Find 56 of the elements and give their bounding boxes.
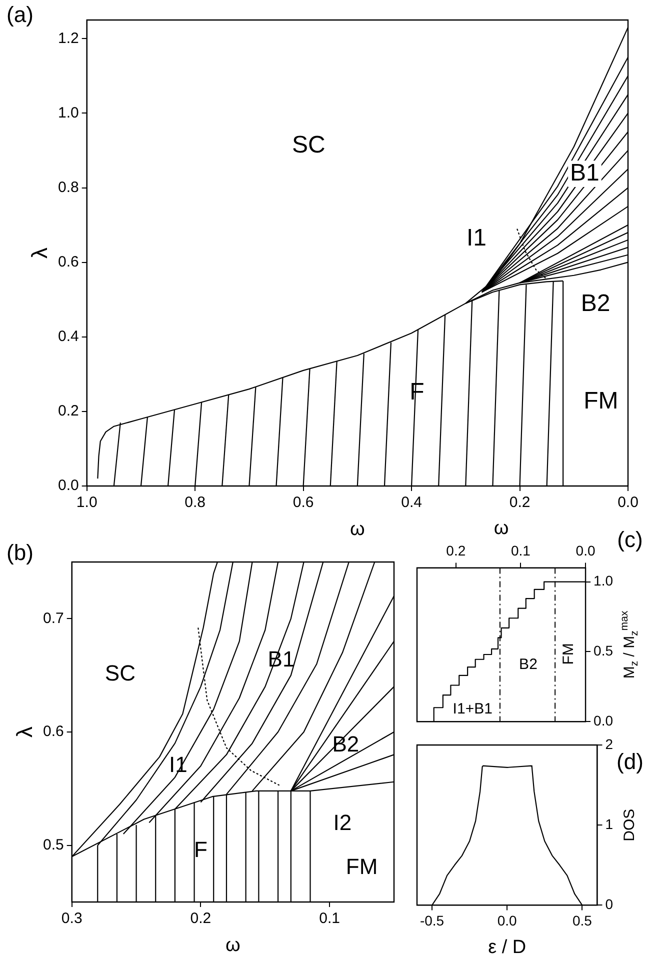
x-axis-title: ω — [494, 518, 509, 540]
y-tick-label: 1 — [605, 816, 614, 832]
text: (a) — [6, 2, 34, 28]
annotation: B1 — [570, 159, 600, 186]
x-tick-label: 0.1 — [319, 910, 340, 928]
x-tick-label: 0.0 — [618, 494, 638, 512]
y-axis-title: DOS — [621, 808, 638, 842]
y-tick-label: 1.2 — [58, 30, 79, 47]
annotation: FM — [560, 643, 577, 665]
text: (d) — [616, 749, 644, 774]
x-tick-label: 0.0 — [576, 542, 596, 558]
annotation: B2 — [519, 656, 538, 673]
annotation: SC — [104, 660, 136, 686]
x-tick-label: 0.2 — [446, 542, 466, 558]
annotation: F — [194, 837, 208, 862]
x-tick-label: 0.2 — [190, 910, 212, 928]
y-tick-label: 0.6 — [58, 253, 79, 270]
x-tick-label: 0.2 — [509, 494, 530, 512]
y-tick-label: 0.5 — [594, 642, 614, 659]
y-tick-label: 0.4 — [58, 328, 79, 346]
annotation: I1 — [466, 224, 486, 252]
y-tick-label: 0.2 — [58, 402, 79, 420]
x-tick-label: 0.5 — [572, 912, 592, 928]
y-axis-title: λ — [12, 726, 38, 738]
x-tick-label: 1.0 — [76, 494, 98, 512]
text: (c) — [617, 527, 643, 552]
y-tick-label: 0.0 — [58, 477, 79, 494]
y-axis-title: λ — [27, 248, 52, 258]
annotation: SC — [292, 131, 326, 158]
annotation: FM — [346, 854, 378, 880]
annotation: B2 — [580, 290, 610, 317]
x-tick-label: 0.6 — [292, 494, 314, 512]
x-tick-label: 0.0 — [497, 912, 518, 928]
annotation: FM — [584, 388, 618, 415]
x-axis-title: ε / D — [488, 937, 526, 958]
text: (b) — [6, 540, 34, 566]
y-axis-title: Mz / Mzmax — [618, 610, 640, 679]
y-tick-label: 0.0 — [594, 712, 614, 728]
x-tick-label: 0.4 — [401, 494, 422, 512]
y-tick-label: 0.7 — [42, 610, 64, 627]
y-tick-label: 0 — [605, 896, 614, 912]
y-tick-label: 1.0 — [58, 104, 79, 122]
y-tick-label: 0.8 — [58, 178, 79, 196]
x-tick-label: 0.3 — [61, 910, 82, 928]
annotation: I1+B1 — [452, 700, 492, 718]
x-tick-label: -0.5 — [420, 912, 444, 928]
x-tick-label: 0.8 — [184, 494, 206, 512]
y-tick-label: 0.5 — [42, 836, 64, 854]
x-axis-title: ω — [350, 519, 366, 540]
y-tick-label: 0.6 — [42, 723, 64, 740]
y-tick-label: 2 — [605, 736, 614, 752]
x-axis-title: ω — [226, 935, 241, 956]
y-tick-label: 1.0 — [594, 572, 614, 589]
annotation: B2 — [332, 732, 360, 757]
x-tick-label: 0.1 — [510, 542, 531, 558]
annotation: I2 — [333, 810, 352, 835]
